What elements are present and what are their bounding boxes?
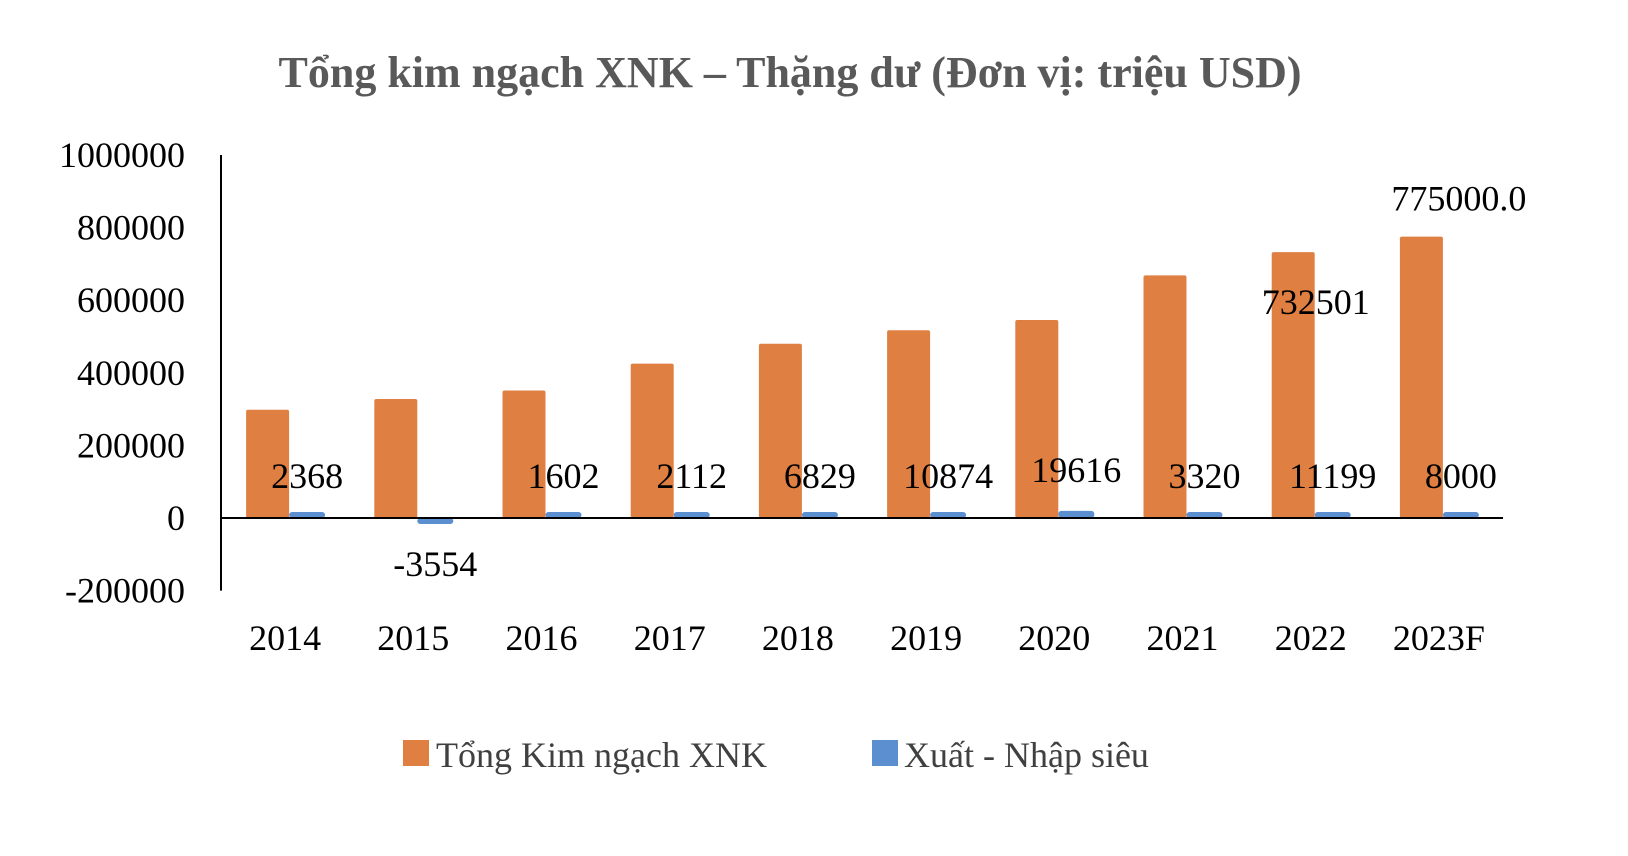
bar-total-2023F (1399, 236, 1443, 519)
data-label-total: 732501 (1262, 282, 1370, 322)
data-label-surplus: -3554 (393, 544, 477, 584)
data-label-surplus: 8000 (1425, 456, 1497, 496)
bar-total-2020 (1015, 320, 1059, 518)
legend-swatch-surplus (872, 740, 898, 766)
bar-surplus-2021 (1186, 512, 1223, 518)
bar-surplus-2016 (545, 512, 582, 518)
bar-surplus-2018 (801, 512, 838, 518)
bar-surplus-2014 (289, 512, 326, 518)
x-tick-label: 2014 (249, 618, 321, 658)
legend-label-total: Tổng Kim ngạch XNK (436, 735, 767, 775)
bar-surplus-2022 (1314, 512, 1351, 518)
data-label-surplus: 1602 (528, 456, 600, 496)
bar-surplus-2017 (673, 512, 710, 518)
bar-total-2018 (758, 343, 802, 518)
y-tick-label: 400000 (77, 353, 185, 393)
data-label-surplus: 2368 (271, 456, 343, 496)
data-label-surplus: 3320 (1169, 456, 1241, 496)
data-labels: 2368 -3554 1602 2112 6829 10874 19616 3320 73250… (271, 179, 1526, 584)
x-tick-label: 2020 (1018, 618, 1090, 658)
bar-total-2017 (630, 363, 674, 518)
legend: Tổng Kim ngạch XNK Xuất - Nhập siêu (403, 735, 1149, 775)
x-axis-ticks: 2014 2015 2016 2017 2018 2019 2020 2021 2022 2023… (249, 618, 1485, 658)
bar-total-2022 (1271, 252, 1315, 518)
data-label-surplus: 10874 (903, 456, 993, 496)
data-label-surplus: 2112 (656, 456, 727, 496)
x-tick-label: 2017 (634, 618, 706, 658)
data-label-surplus: 11199 (1289, 456, 1376, 496)
y-axis-ticks: -200000 0 200000 400000 600000 800000 1000000 (59, 135, 185, 611)
bar-total-2021 (1143, 275, 1187, 518)
y-tick-label: 0 (167, 498, 185, 538)
bars (246, 236, 1479, 524)
data-label-surplus: 6829 (784, 456, 856, 496)
bar-total-2019 (887, 330, 931, 518)
chart-title: Tổng kim ngạch XNK – Thặng dư (Đơn vị: t… (279, 48, 1302, 97)
legend-swatch-total (403, 740, 429, 766)
bar-total-2014 (246, 409, 290, 518)
x-tick-label: 2021 (1147, 618, 1219, 658)
bar-total-2015 (374, 399, 418, 518)
x-tick-label: 2016 (506, 618, 578, 658)
y-tick-label: 200000 (77, 425, 185, 465)
bar-surplus-2020 (1058, 510, 1095, 518)
legend-label-surplus: Xuất - Nhập siêu (904, 735, 1149, 775)
bar-surplus-2023F (1442, 512, 1479, 518)
y-tick-label: 800000 (77, 208, 185, 248)
x-tick-label: 2015 (377, 618, 449, 658)
x-tick-label: 2022 (1275, 618, 1347, 658)
y-tick-label: 600000 (77, 280, 185, 320)
data-label-surplus: 19616 (1031, 450, 1121, 490)
y-tick-label: 1000000 (59, 135, 185, 175)
x-tick-label: 2019 (890, 618, 962, 658)
bar-surplus-2019 (930, 512, 967, 518)
bar-total-2016 (502, 390, 546, 518)
data-label-total: 775000.0 (1391, 179, 1526, 219)
bar-surplus-2015 (417, 518, 454, 524)
x-tick-label: 2023F (1393, 618, 1485, 658)
y-tick-label: -200000 (65, 571, 185, 611)
x-tick-label: 2018 (762, 618, 834, 658)
